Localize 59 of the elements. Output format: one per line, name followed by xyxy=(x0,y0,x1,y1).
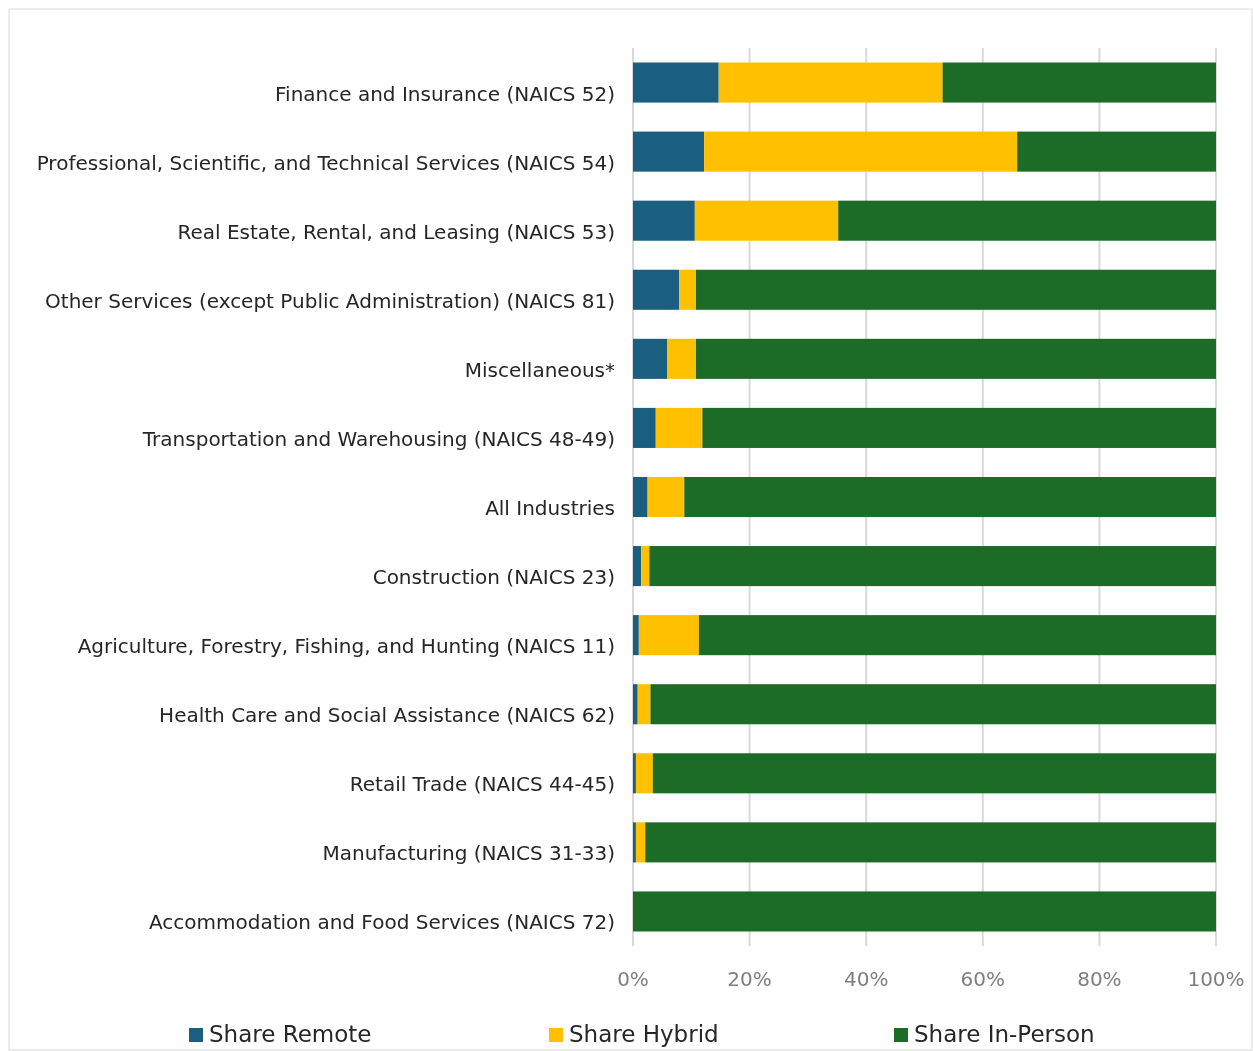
y-tick-label: Miscellaneous* xyxy=(464,357,615,382)
bar xyxy=(679,269,696,310)
bar xyxy=(698,615,1216,656)
y-tick-label: Manufacturing (NAICS 31-33) xyxy=(322,841,615,866)
bar xyxy=(645,822,1216,863)
bar xyxy=(641,546,650,587)
y-tick-label: Health Care and Social Assistance (NAICS 62) xyxy=(159,703,615,728)
y-tick-label: All Industries xyxy=(485,496,615,520)
bar xyxy=(635,822,646,863)
bar xyxy=(633,822,636,863)
y-tick-label: Construction (NAICS 23) xyxy=(372,565,615,590)
y-tick-label: Accommodation and Food Services (NAICS 72) xyxy=(149,910,615,935)
bar xyxy=(633,62,719,103)
x-tick-label: 0% xyxy=(617,967,649,991)
y-tick-label: Professional, Scientific, and Technical Services (NAICS 54) xyxy=(36,150,615,175)
bar xyxy=(633,476,648,518)
x-tick-label: 80% xyxy=(1077,967,1122,991)
bar xyxy=(652,753,1216,794)
x-tick-label: 20% xyxy=(727,967,772,991)
x-tick-label: 100% xyxy=(1187,967,1245,991)
bar xyxy=(718,62,943,103)
bar xyxy=(694,200,839,241)
bar xyxy=(704,131,1018,172)
bar xyxy=(633,753,636,794)
bar xyxy=(695,269,1216,310)
bar xyxy=(633,338,668,379)
y-tick-label: Agriculture, Forestry, Fishing, and Hunting (NAICS 11) xyxy=(77,634,615,659)
bar xyxy=(684,476,1216,518)
bar xyxy=(649,546,1216,587)
bar xyxy=(942,62,1216,103)
bar xyxy=(635,753,653,794)
bar xyxy=(838,200,1216,241)
bar xyxy=(633,269,680,310)
bar xyxy=(695,338,1216,379)
legend-label: Share Remote xyxy=(209,1021,372,1047)
bar xyxy=(633,546,642,587)
bar xyxy=(667,338,696,379)
y-tick-label: Other Services (except Public Administration) (NAICS 81) xyxy=(45,288,615,313)
x-tick-label: 60% xyxy=(960,967,1006,991)
y-tick-label: Finance and Insurance (NAICS 52) xyxy=(275,81,615,106)
bar xyxy=(633,891,1216,932)
bar xyxy=(633,200,695,241)
bar xyxy=(702,407,1216,448)
x-tick-label: 40% xyxy=(843,967,889,991)
bar xyxy=(637,684,651,725)
y-tick-label: Transportation and Warehousing (NAICS 48-49) xyxy=(141,426,615,451)
bar xyxy=(633,684,638,725)
bar xyxy=(633,407,656,448)
y-tick-label: Retail Trade (NAICS 44-45) xyxy=(349,772,615,797)
bar xyxy=(638,615,699,656)
bar xyxy=(633,615,639,656)
y-tick-label: Real Estate, Rental, and Leasing (NAICS 53) xyxy=(177,219,615,244)
legend-label: Share Hybrid xyxy=(569,1021,719,1047)
legend-label: Share In-Person xyxy=(914,1021,1095,1047)
bar xyxy=(1017,131,1216,172)
bar xyxy=(633,131,705,172)
bar xyxy=(647,476,685,518)
bar xyxy=(650,684,1216,725)
bar xyxy=(655,407,703,448)
